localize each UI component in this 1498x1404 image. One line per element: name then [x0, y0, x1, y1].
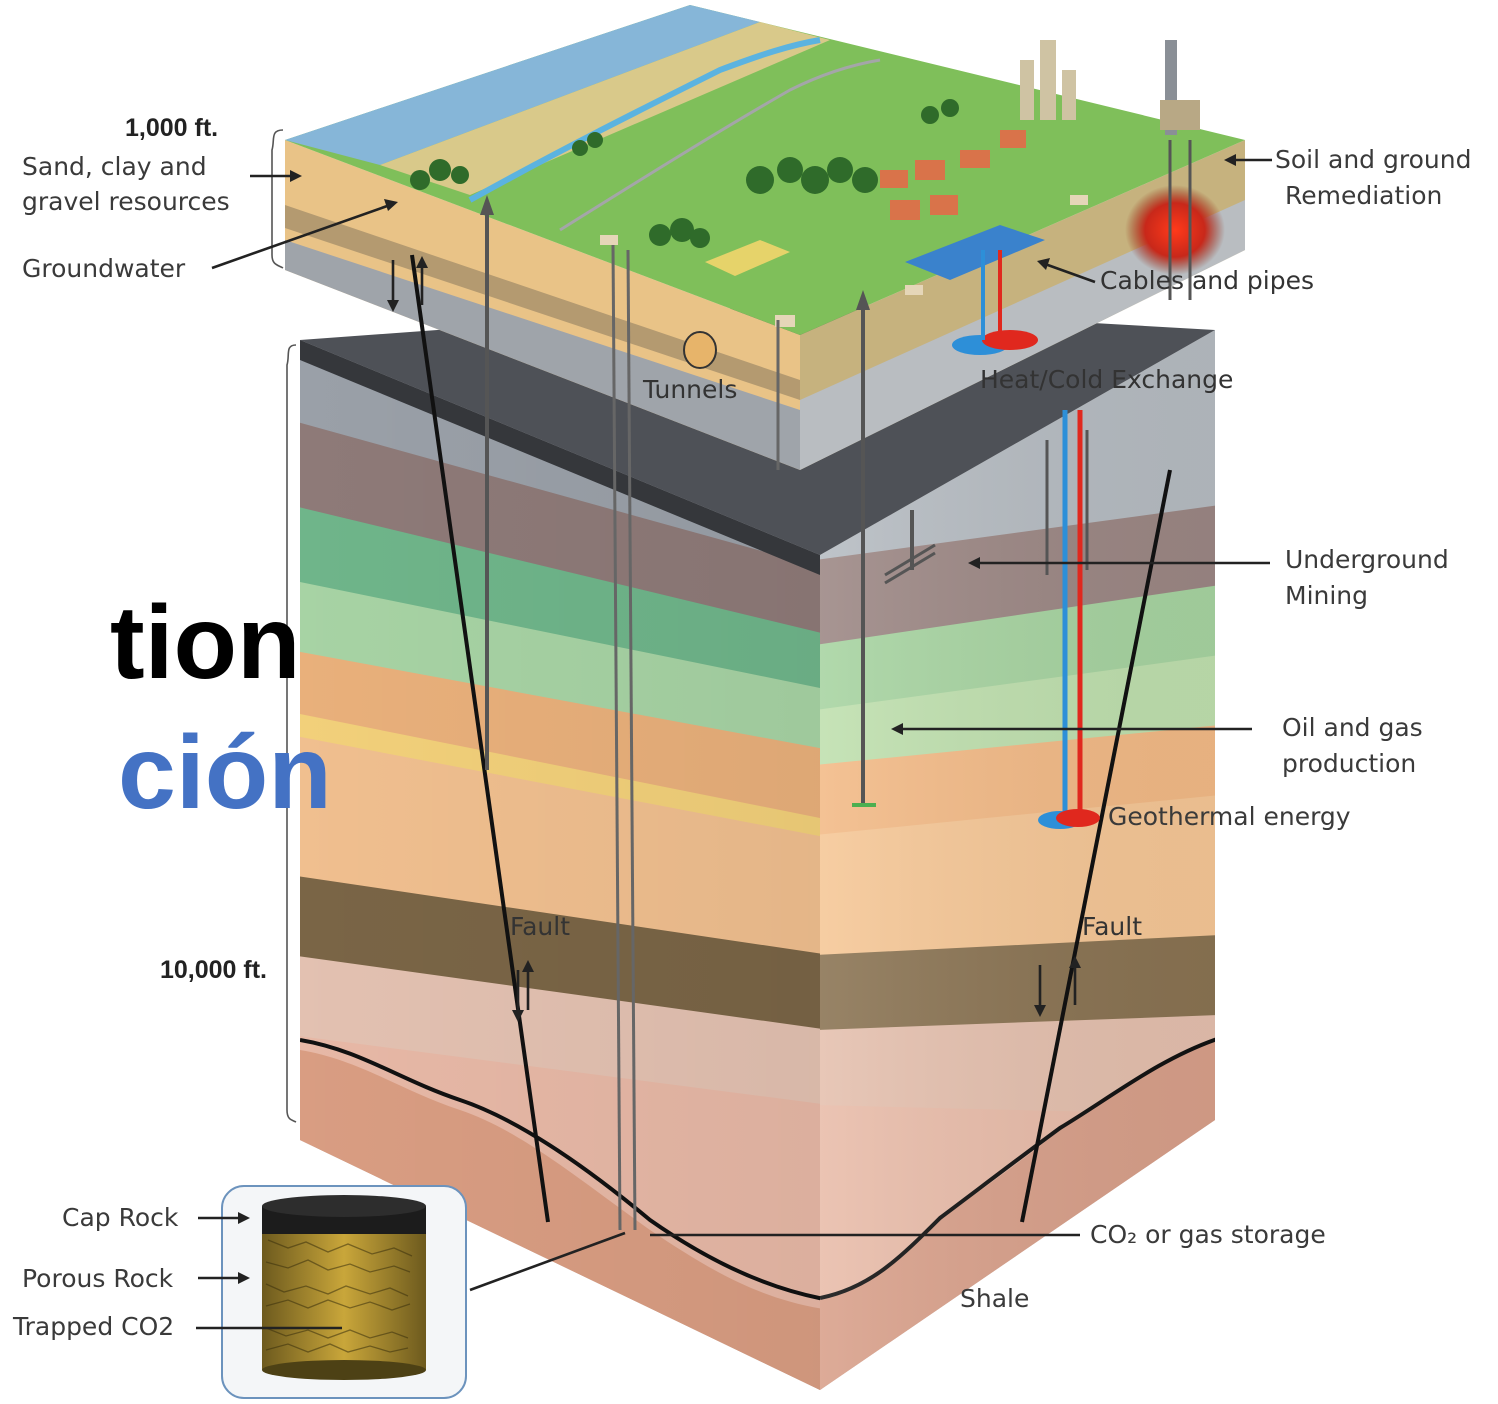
shallow-depth-bracket: [271, 129, 284, 269]
label-soil-remediation-line1: Soil and ground: [1275, 145, 1471, 174]
label-sand-clay-line1: Sand, clay and: [22, 152, 207, 181]
title-fragment-english: tion: [110, 585, 301, 701]
depth-label-10000ft: 10,000 ft.: [160, 956, 267, 984]
label-oil-gas-line1: Oil and gas: [1282, 713, 1423, 742]
label-heat-cold-exchange: Heat/Cold Exchange: [980, 365, 1233, 394]
label-sand-clay-line2: gravel resources: [22, 187, 230, 216]
label-cap-rock: Cap Rock: [62, 1203, 179, 1232]
label-porous-rock: Porous Rock: [22, 1264, 174, 1293]
label-soil-remediation-line2: Remediation: [1285, 181, 1442, 210]
depth-label-1000ft: 1,000 ft.: [125, 114, 218, 142]
label-oil-gas-line2: production: [1282, 749, 1416, 778]
label-fault-right: Fault: [1082, 912, 1142, 941]
label-underground-mining-line2: Mining: [1285, 581, 1368, 610]
label-cables-pipes: Cables and pipes: [1100, 266, 1314, 295]
label-underground-mining-line1: Underground: [1285, 545, 1449, 574]
label-geothermal-energy: Geothermal energy: [1108, 802, 1351, 831]
core-sample-inset: [221, 1185, 467, 1399]
label-tunnels: Tunnels: [642, 375, 737, 404]
label-shale: Shale: [960, 1284, 1029, 1313]
label-trapped-co2: Trapped CO2: [12, 1312, 174, 1341]
title-fragment-spanish: ción: [118, 715, 332, 831]
deep-depth-bracket: [286, 344, 297, 1123]
label-groundwater: Groundwater: [22, 254, 186, 283]
surface-slab: [285, 5, 1245, 470]
wells-and-faults: [387, 140, 1192, 1231]
label-fault-left: Fault: [510, 912, 570, 941]
label-co2-gas-storage: CO₂ or gas storage: [1090, 1220, 1326, 1249]
